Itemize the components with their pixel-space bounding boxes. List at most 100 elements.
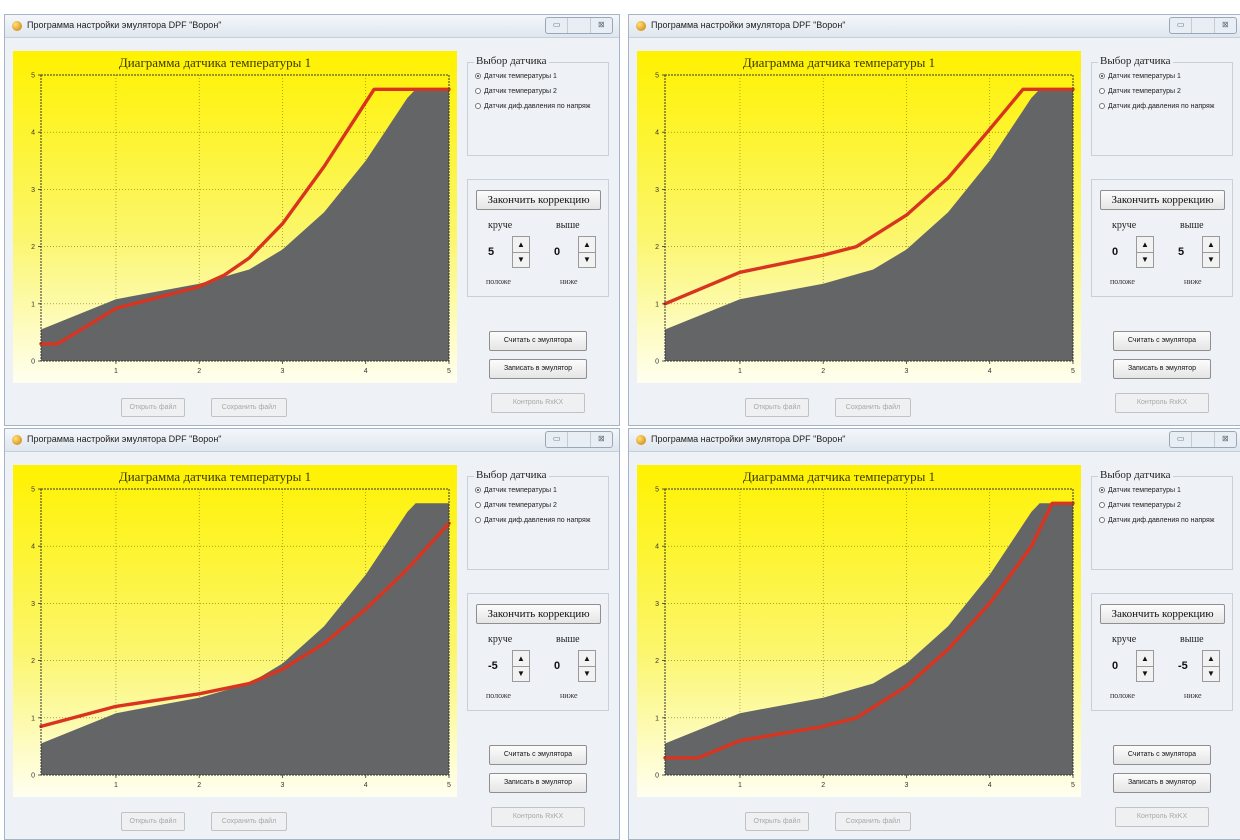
open-file-button[interactable]: Открыть файл — [121, 398, 185, 417]
height-spinner[interactable]: ▲ ▼ — [1202, 650, 1220, 682]
radio-temp-sensor-1[interactable]: Датчик температуры 1 — [1099, 487, 1181, 494]
minimize-button[interactable]: ▭ — [546, 18, 569, 33]
arrow-down-icon[interactable]: ▼ — [1141, 669, 1149, 678]
read-from-emulator-button[interactable]: Считать с эмулятора — [1113, 745, 1211, 765]
write-to-emulator-button[interactable]: Записать в эмулятор — [1113, 359, 1211, 379]
radio-temp-sensor-1[interactable]: Датчик температуры 1 — [1099, 73, 1181, 80]
sensor-curve-line[interactable] — [39, 521, 451, 729]
open-file-button[interactable]: Открыть файл — [745, 812, 809, 831]
finish-correction-button[interactable]: Закончить коррекцию — [1100, 190, 1225, 210]
maximize-button[interactable] — [1192, 18, 1215, 33]
close-button[interactable]: ⊠ — [597, 20, 605, 29]
radio-diff-pressure-sensor[interactable]: Датчик диф.давления по напряж — [475, 517, 590, 524]
radio-temp-sensor-2[interactable]: Датчик температуры 2 — [1099, 88, 1181, 95]
sensor-curve-line[interactable] — [663, 501, 1075, 760]
maximize-button[interactable] — [568, 18, 591, 33]
arrow-up-icon[interactable]: ▲ — [513, 651, 529, 667]
radio-diff-pressure-sensor[interactable]: Датчик диф.давления по напряж — [1099, 103, 1214, 110]
radio-temp-sensor-1[interactable]: Датчик температуры 1 — [475, 73, 557, 80]
save-file-button[interactable]: Сохранить файл — [211, 398, 287, 417]
y-tick-label: 1 — [31, 301, 35, 308]
steeper-label: круче — [1112, 634, 1137, 645]
close-button[interactable]: ⊠ — [597, 434, 605, 443]
radio-dot-icon — [475, 103, 481, 109]
save-file-button[interactable]: Сохранить файл — [211, 812, 287, 831]
write-to-emulator-button[interactable]: Записать в эмулятор — [1113, 773, 1211, 793]
arrow-down-icon[interactable]: ▼ — [583, 255, 591, 264]
height-spinner[interactable]: ▲ ▼ — [578, 650, 596, 682]
read-from-emulator-button[interactable]: Считать с эмулятора — [489, 331, 587, 351]
minimize-button[interactable]: ▭ — [1170, 18, 1193, 33]
control-rxkx-button[interactable]: Контроль RxKX — [1115, 393, 1209, 413]
save-file-button[interactable]: Сохранить файл — [835, 398, 911, 417]
chart-svg: Диаграмма датчика температуры 1 1 2 3 4 5 0 1 2 3… — [637, 51, 1081, 383]
window-title: Программа настройки эмулятора DPF "Ворон… — [651, 20, 846, 30]
x-tick-label: 3 — [281, 368, 285, 375]
close-button[interactable]: ⊠ — [1221, 20, 1229, 29]
control-rxkx-button[interactable]: Контроль RxKX — [1115, 807, 1209, 827]
arrow-down-icon[interactable]: ▼ — [1207, 669, 1215, 678]
window-title: Программа настройки эмулятора DPF "Ворон… — [27, 20, 222, 30]
x-tick-label: 5 — [447, 368, 451, 375]
steepness-spinner[interactable]: ▲ ▼ — [1136, 650, 1154, 682]
arrow-down-icon[interactable]: ▼ — [1141, 255, 1149, 264]
save-file-button[interactable]: Сохранить файл — [835, 812, 911, 831]
arrow-down-icon[interactable]: ▼ — [1207, 255, 1215, 264]
x-tick-label: 1 — [738, 368, 742, 375]
radio-temp-sensor-1[interactable]: Датчик температуры 1 — [475, 487, 557, 494]
minimize-button[interactable]: ▭ — [1170, 432, 1193, 447]
finish-correction-button[interactable]: Закончить коррекцию — [476, 604, 601, 624]
write-to-emulator-button[interactable]: Записать в эмулятор — [489, 359, 587, 379]
radio-temp-sensor-2[interactable]: Датчик температуры 2 — [475, 502, 557, 509]
radio-label: Датчик диф.давления по напряж — [1108, 517, 1215, 524]
arrow-down-icon[interactable]: ▼ — [583, 669, 591, 678]
finish-correction-button[interactable]: Закончить коррекцию — [1100, 604, 1225, 624]
steepness-spinner[interactable]: ▲ ▼ — [512, 650, 530, 682]
finish-correction-button[interactable]: Закончить коррекцию — [476, 190, 601, 210]
close-button[interactable]: ⊠ — [1221, 434, 1229, 443]
reference-area — [41, 89, 449, 362]
height-spinner[interactable]: ▲ ▼ — [1202, 236, 1220, 268]
maximize-button[interactable] — [1192, 432, 1215, 447]
y-tick-label: 0 — [31, 359, 35, 366]
arrow-down-icon[interactable]: ▼ — [517, 669, 525, 678]
arrow-up-icon[interactable]: ▲ — [1203, 237, 1219, 253]
arrow-up-icon[interactable]: ▲ — [1137, 651, 1153, 667]
radio-temp-sensor-2[interactable]: Датчик температуры 2 — [475, 88, 557, 95]
control-rxkx-button[interactable]: Контроль RxKX — [491, 807, 585, 827]
read-from-emulator-button[interactable]: Считать с эмулятора — [1113, 331, 1211, 351]
arrow-up-icon[interactable]: ▲ — [579, 237, 595, 253]
app-icon — [636, 435, 646, 445]
arrow-up-icon[interactable]: ▲ — [1137, 237, 1153, 253]
y-tick-label: 2 — [31, 244, 35, 251]
steepness-spinner[interactable]: ▲ ▼ — [1136, 236, 1154, 268]
x-tick-label: 3 — [905, 782, 909, 789]
x-tick-label: 3 — [281, 782, 285, 789]
reference-area — [41, 503, 449, 775]
radio-temp-sensor-2[interactable]: Датчик температуры 2 — [1099, 502, 1181, 509]
arrow-up-icon[interactable]: ▲ — [579, 651, 595, 667]
open-file-button[interactable]: Открыть файл — [745, 398, 809, 417]
arrow-down-icon[interactable]: ▼ — [517, 255, 525, 264]
steepness-spinner[interactable]: ▲ ▼ — [512, 236, 530, 268]
radio-label: Датчик температуры 1 — [484, 487, 557, 494]
arrow-up-icon[interactable]: ▲ — [1203, 651, 1219, 667]
sensor-curve-line[interactable] — [663, 87, 1075, 306]
control-rxkx-button[interactable]: Контроль RxKX — [491, 393, 585, 413]
height-spinner[interactable]: ▲ ▼ — [578, 236, 596, 268]
radio-label: Датчик диф.давления по напряж — [1108, 103, 1215, 110]
arrow-up-icon[interactable]: ▲ — [513, 237, 529, 253]
read-from-emulator-button[interactable]: Считать с эмулятора — [489, 745, 587, 765]
lower-label: ниже — [560, 277, 578, 286]
radio-diff-pressure-sensor[interactable]: Датчик диф.давления по напряж — [475, 103, 590, 110]
minimize-button[interactable]: ▭ — [546, 432, 569, 447]
steepness-value: 0 — [1112, 246, 1119, 258]
maximize-button[interactable] — [568, 432, 591, 447]
sensor-curve-line[interactable] — [39, 87, 451, 346]
window-controls: ▭ ⊠ — [1169, 431, 1237, 448]
write-to-emulator-button[interactable]: Записать в эмулятор — [489, 773, 587, 793]
radio-label: Датчик температуры 1 — [1108, 487, 1181, 494]
radio-diff-pressure-sensor[interactable]: Датчик диф.давления по напряж — [1099, 517, 1214, 524]
open-file-button[interactable]: Открыть файл — [121, 812, 185, 831]
y-tick-label: 4 — [655, 130, 659, 137]
